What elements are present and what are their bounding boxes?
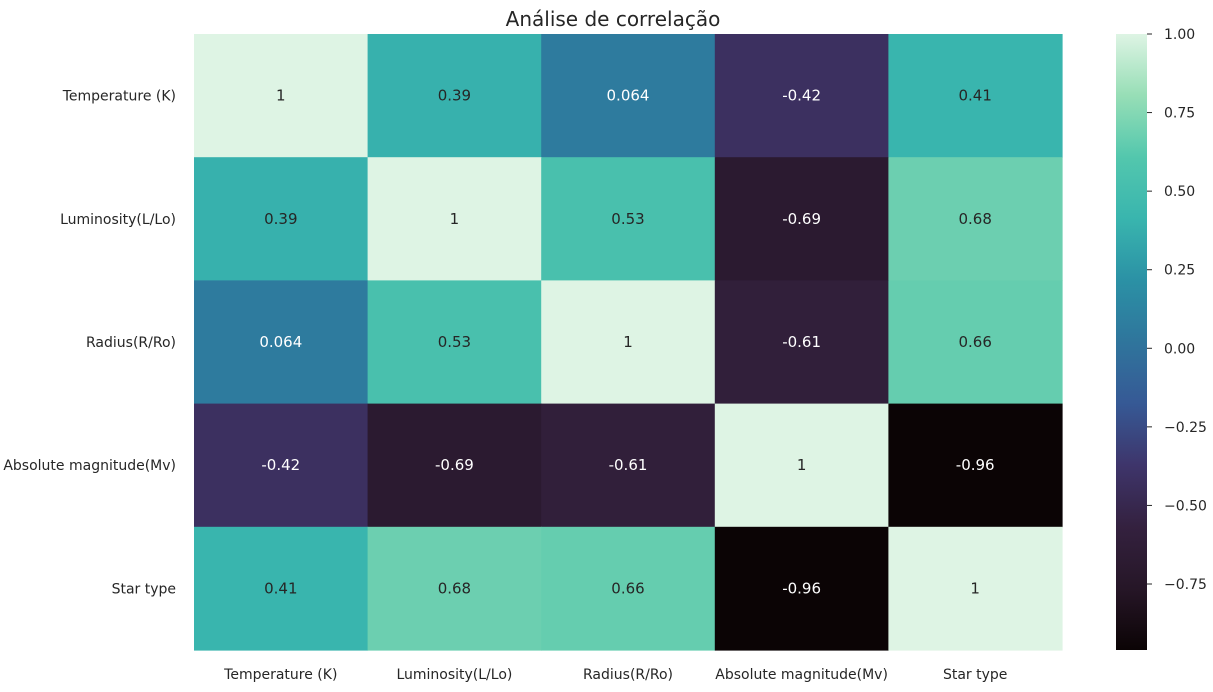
heatmap-cell [888,403,1063,528]
heatmap-cell [194,526,369,651]
row-label: Radius(R/Ro) [86,335,176,351]
colorbar-tick-label: −0.75 [1164,577,1207,593]
heatmap-cell [541,526,716,651]
cell-value-label: 1 [276,87,286,105]
colorbar-tick-label: −0.25 [1164,420,1207,436]
column-label: Star type [943,667,1007,683]
heatmap-cells: 1 0.39 0.064 -0.42 0.41 0.39 1 0.53 -0.69 0.68 0.0… [194,34,1063,651]
cell-value-label: 0.68 [438,579,471,597]
cell-value-label: 0.53 [438,333,471,351]
row-label: Star type [112,581,176,597]
heatmap-cell [194,157,369,281]
colorbar-tick-label: −0.50 [1164,498,1207,514]
cell-value-label: 0.53 [611,210,644,228]
cell-value-label: -0.69 [782,210,821,228]
cell-value-label: 1 [797,456,807,474]
heatmap-cell [367,34,542,158]
heatmap-cell [888,34,1063,158]
colorbar-tick-label: 0.50 [1164,184,1195,200]
column-label: Absolute magnitude(Mv) [715,667,888,683]
colorbar: 1.00 0.75 0.50 0.25 0.00 −0.25 −0.50 −0.75 [1116,27,1207,650]
cell-value-label: -0.96 [782,579,821,597]
chart-title: Análise de correlação [506,7,721,31]
colorbar-tick-label: 0.00 [1164,341,1195,357]
colorbar-tick-label: 0.75 [1164,106,1195,122]
cell-value-label: -0.42 [261,456,300,474]
cell-value-label: 0.064 [259,333,302,351]
cell-value-label: 0.41 [958,87,991,105]
colorbar-tick-label: 0.25 [1164,263,1195,279]
row-label: Temperature (K) [62,89,176,105]
heatmap-cell [194,280,369,405]
row-labels: Temperature (K) Luminosity(L/Lo) Radius(R/… [3,89,176,598]
cell-value-label: 0.66 [611,579,644,597]
column-label: Radius(R/Ro) [583,667,673,683]
heatmap-cell [714,403,889,528]
cell-value-label: 1 [450,210,460,228]
heatmap-cell [714,157,889,281]
heatmap-cell [888,280,1063,405]
cell-value-label: -0.61 [782,333,821,351]
cell-value-label: 0.66 [958,333,991,351]
heatmap-cell [888,526,1063,651]
heatmap-cell [194,34,369,158]
cell-value-label: 0.39 [438,87,471,105]
heatmap-cell [367,280,542,405]
heatmap-cell [367,526,542,651]
cell-value-label: -0.96 [956,456,995,474]
cell-value-label: -0.42 [782,87,821,105]
cell-value-label: 0.39 [264,210,297,228]
heatmap-cell [888,157,1063,281]
cell-value-label: 1 [623,333,633,351]
heatmap-cell [541,280,716,405]
heatmap-cell [714,526,889,651]
row-label: Absolute magnitude(Mv) [3,458,176,474]
column-label: Luminosity(L/Lo) [396,667,512,683]
column-labels: Temperature (K) Luminosity(L/Lo) Radius(R/… [223,667,1007,683]
cell-value-label: -0.61 [609,456,648,474]
cell-value-label: 1 [970,579,980,597]
cell-value-label: 0.68 [958,210,991,228]
heatmap-cell [714,34,889,158]
heatmap-cell [541,34,716,158]
row-label: Luminosity(L/Lo) [60,212,176,228]
heatmap-cell [367,403,542,528]
heatmap-cell [194,403,369,528]
heatmap-cell [541,157,716,281]
column-label: Temperature (K) [223,667,337,683]
cell-value-label: 0.064 [607,87,650,105]
heatmap-cell [714,280,889,405]
heatmap-cell [541,403,716,528]
cell-value-label: -0.69 [435,456,474,474]
cell-value-label: 0.41 [264,579,297,597]
colorbar-gradient [1116,34,1147,650]
colorbar-tick-label: 1.00 [1164,27,1195,43]
heatmap-cell [367,157,542,281]
